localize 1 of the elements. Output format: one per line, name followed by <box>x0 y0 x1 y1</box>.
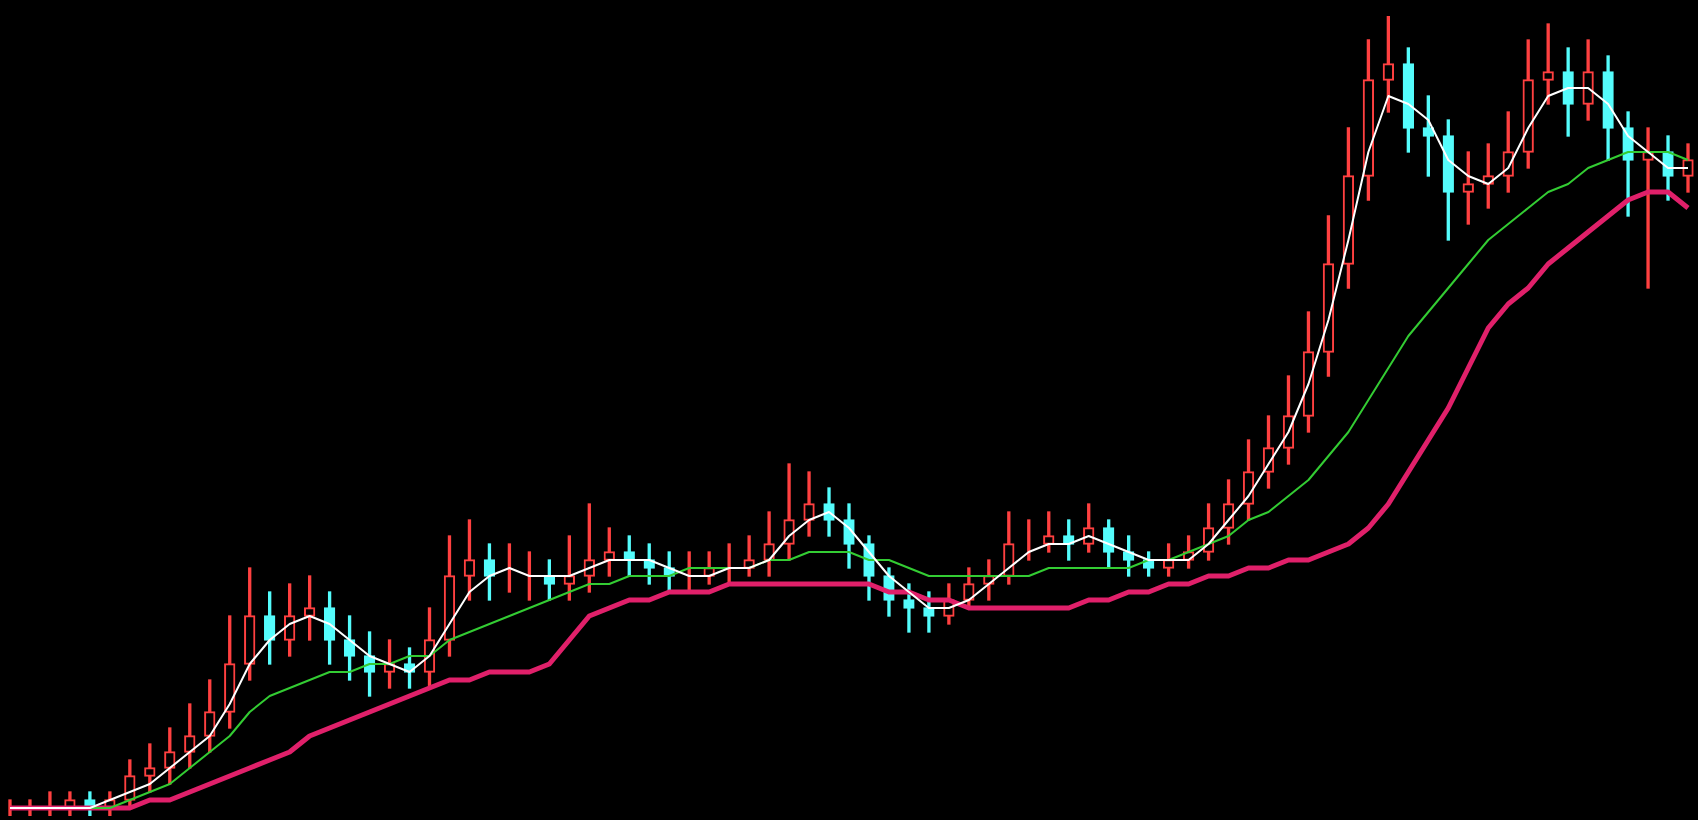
candlestick <box>1642 127 1654 289</box>
